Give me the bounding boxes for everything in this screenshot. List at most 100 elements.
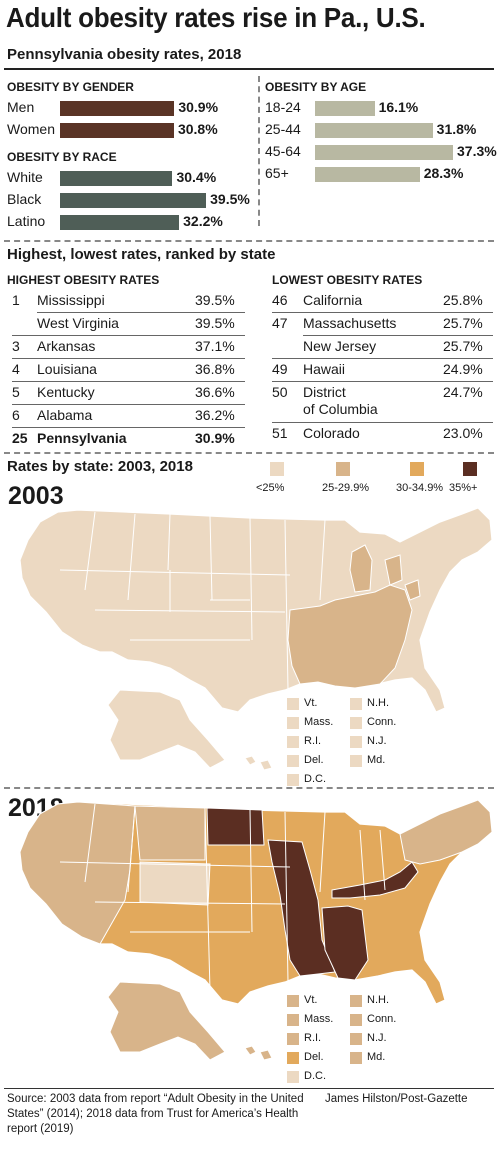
legend-label: 30-34.9% — [396, 482, 444, 494]
row-rule — [12, 404, 245, 405]
row-rule — [272, 358, 493, 359]
legend-swatch — [336, 462, 350, 476]
bar-category-label: 18-24 — [265, 99, 301, 115]
rate: 36.6% — [195, 384, 235, 400]
small-state-label: Md. — [367, 754, 386, 766]
alaska — [107, 981, 226, 1061]
small-state-label: Mass. — [304, 716, 334, 728]
section-divider — [4, 787, 494, 789]
rate: 39.5% — [195, 315, 235, 331]
small-state-swatch — [287, 1014, 299, 1026]
title-rule — [4, 68, 494, 70]
row-rule — [37, 312, 245, 313]
credit: James Hilston/Post-Gazette — [325, 1093, 468, 1105]
small-state-label: D.C. — [304, 1070, 326, 1082]
highest-heading: HIGHEST OBESITY RATES — [7, 273, 160, 287]
small-state-swatch — [350, 1052, 362, 1064]
midsouth-dark — [267, 839, 336, 977]
rate: 36.8% — [195, 361, 235, 377]
small-state-swatch — [287, 995, 299, 1007]
rate: 39.5% — [195, 292, 235, 308]
bar-value-label: 30.9% — [178, 99, 219, 115]
rank: 50 — [272, 384, 288, 400]
row-rule — [12, 358, 245, 359]
rank: 6 — [12, 407, 20, 423]
hawaii — [244, 1045, 273, 1061]
small-state-label: Conn. — [367, 716, 397, 728]
small-state-swatch — [287, 1052, 299, 1064]
bar-value-label: 16.1% — [378, 99, 419, 115]
colorado — [139, 861, 211, 906]
state-name-line2: of Columbia — [303, 401, 378, 417]
bar — [315, 145, 453, 160]
legend-label: <25% — [256, 482, 285, 494]
state-name: Arkansas — [37, 338, 96, 354]
state-name: Pennsylvania — [37, 430, 127, 446]
row-rule — [12, 427, 245, 428]
bar-chart-title: OBESITY BY GENDER — [7, 80, 134, 94]
small-state-label: N.J. — [367, 735, 387, 747]
western-states — [19, 801, 136, 945]
bar-category-label: Women — [7, 121, 55, 137]
small-state-swatch — [350, 698, 362, 710]
bar — [60, 193, 207, 208]
rank: 51 — [272, 425, 288, 441]
row-rule — [303, 335, 493, 336]
state-name: Mississippi — [37, 292, 105, 308]
small-state-swatch — [287, 1071, 299, 1083]
rank: 49 — [272, 361, 288, 377]
legend-label: 35%+ — [449, 482, 478, 494]
bar — [60, 171, 173, 186]
legend-label: 25-29.9% — [322, 482, 370, 494]
small-state-label: Conn. — [367, 1013, 397, 1025]
small-state-label: Del. — [304, 1051, 324, 1063]
bar-value-label: 30.4% — [176, 169, 217, 185]
small-state-swatch — [350, 736, 362, 748]
rate: 24.9% — [443, 361, 483, 377]
bar-category-label: Latino — [7, 213, 46, 229]
small-state-swatch — [287, 717, 299, 729]
north-dakota — [206, 807, 265, 846]
section-divider — [4, 240, 494, 242]
small-state-label: R.I. — [304, 735, 322, 747]
bar-category-label: 45-64 — [265, 143, 301, 159]
legend-swatch — [410, 462, 424, 476]
northeast — [399, 799, 493, 865]
row-rule — [272, 312, 493, 313]
small-state-label: N.H. — [367, 697, 389, 709]
bar — [315, 101, 375, 116]
bar-value-label: 39.5% — [210, 191, 250, 207]
state-name: New Jersey — [303, 338, 377, 354]
hawaii — [244, 755, 273, 771]
subtitle: Pennsylvania obesity rates, 2018 — [7, 46, 242, 63]
small-state-label: Vt. — [304, 697, 318, 709]
footer-rule — [4, 1088, 494, 1089]
state-name: California — [303, 292, 363, 308]
small-state-swatch — [287, 774, 299, 786]
rate: 25.8% — [443, 292, 483, 308]
rate: 36.2% — [195, 407, 235, 423]
rank: 47 — [272, 315, 288, 331]
state-name: Kentucky — [37, 384, 95, 400]
rank: 46 — [272, 292, 288, 308]
bar-category-label: 25-44 — [265, 121, 301, 137]
small-state-label: Mass. — [304, 1013, 334, 1025]
rate: 23.0% — [443, 425, 483, 441]
state-name: Alabama — [37, 407, 93, 423]
bar-value-label: 32.2% — [183, 213, 223, 229]
small-state-label: N.J. — [367, 1032, 387, 1044]
bar-chart-title: OBESITY BY RACE — [7, 150, 117, 164]
state-name: Colorado — [303, 425, 360, 441]
rankings-title: Highest, lowest rates, ranked by state — [7, 246, 276, 263]
great-lakes — [349, 544, 421, 601]
small-state-label: Md. — [367, 1051, 386, 1063]
south-states — [287, 584, 413, 689]
state-name: West Virginia — [37, 315, 119, 331]
legend-swatch — [270, 462, 284, 476]
rank: 3 — [12, 338, 20, 354]
small-state-label: Vt. — [304, 994, 318, 1006]
small-state-swatch — [287, 736, 299, 748]
small-state-swatch — [287, 698, 299, 710]
legend-swatch — [463, 462, 477, 476]
rate: 30.9% — [195, 430, 235, 446]
